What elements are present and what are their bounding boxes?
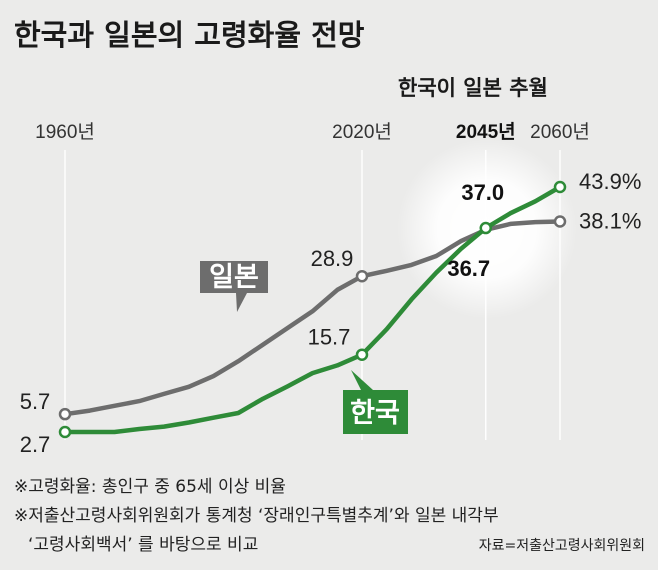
year-axis-labels: 1960년 2020년 2045년 2060년 [35, 121, 590, 143]
marker-korea-2020 [355, 348, 369, 361]
marker-korea-2060 [553, 180, 567, 194]
series-label-japan-text: 일본 [209, 262, 259, 293]
value-label-korea-2060: 43.9% [579, 169, 641, 194]
year-label-2020: 2020년 [332, 121, 392, 143]
value-label-japan-2020: 28.9 [311, 246, 354, 271]
value-label-korea-2020: 15.7 [308, 325, 351, 350]
value-label-japan-2045: 36.7 [447, 256, 490, 281]
series-label-korea-text: 한국 [350, 398, 400, 429]
marker-japan-2020 [355, 269, 369, 283]
note-source-2: ‘고령사회백서’ 를 바탕으로 비교 [28, 535, 258, 555]
year-label-2060: 2060년 [530, 121, 590, 143]
chart-title: 한국과 일본의 고령화율 전망 [14, 18, 365, 52]
year-label-1960: 1960년 [35, 121, 95, 143]
chart-subtitle: 한국이 일본 추월 [398, 76, 548, 100]
source-credit: 자료=저출산고령사회위원회 [479, 538, 645, 554]
marker-japan-1960 [58, 407, 72, 421]
series-markers [58, 180, 567, 439]
series-line-korea [62, 184, 563, 435]
year-gridlines [64, 150, 561, 440]
value-label-korea-2045: 37.0 [461, 180, 504, 205]
marker-korea-1960 [58, 425, 72, 439]
value-label-japan-1960: 5.7 [20, 389, 51, 414]
series-label-japan-bg [200, 261, 268, 312]
note-definition: ※고령화율: 총인구 중 65세 이상 비율 [14, 477, 286, 497]
year-label-2045: 2045년 [456, 121, 516, 143]
series-lines [62, 184, 563, 435]
series-label-korea-bg [343, 370, 408, 434]
value-labels: 5.7 28.9 36.7 38.1% 2.7 15.7 37.0 43.9% [20, 169, 642, 457]
value-label-japan-2060: 38.1% [579, 208, 641, 233]
note-source-1: ※저출산고령사회위원회가 통계청 ‘장래인구특별추계’와 일본 내각부 [14, 506, 499, 526]
value-label-korea-1960: 2.7 [20, 432, 51, 457]
marker-korea-2045 [479, 221, 492, 235]
series-label-japan: 일본 [200, 261, 268, 312]
marker-japan-2060 [553, 215, 567, 228]
series-label-korea: 한국 [343, 370, 408, 434]
